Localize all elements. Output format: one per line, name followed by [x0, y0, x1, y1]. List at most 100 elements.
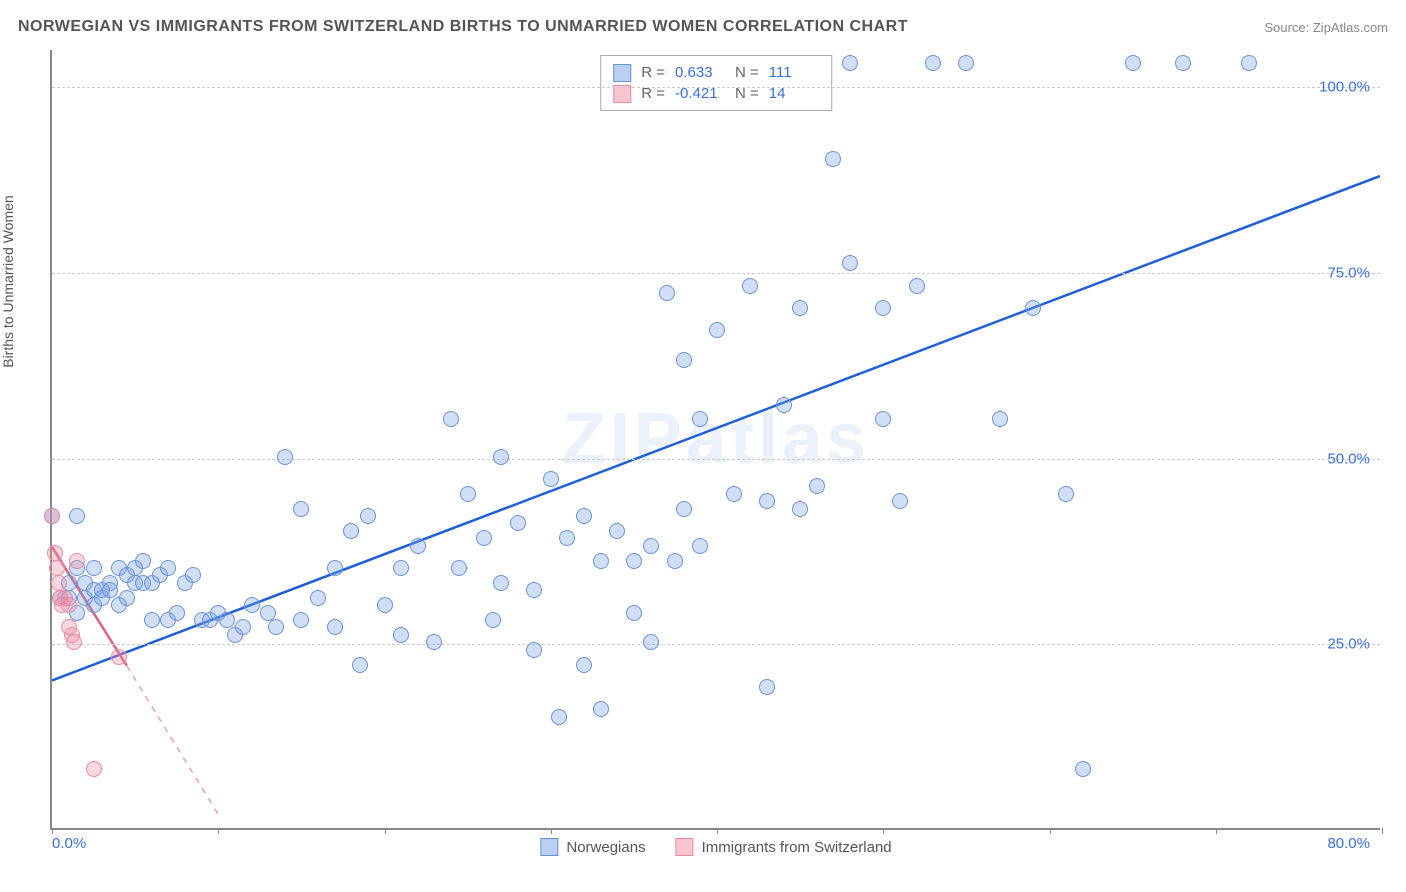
- point-norwegians: [759, 493, 775, 509]
- point-norwegians: [102, 575, 118, 591]
- gridline-h: [52, 644, 1380, 645]
- legend-label: Immigrants from Switzerland: [702, 839, 892, 856]
- point-norwegians: [792, 501, 808, 517]
- xtick-mark: [52, 828, 53, 834]
- point-norwegians: [576, 508, 592, 524]
- point-norwegians: [792, 300, 808, 316]
- point-norwegians: [909, 278, 925, 294]
- point-norwegians: [643, 538, 659, 554]
- point-norwegians: [244, 597, 260, 613]
- point-norwegians: [485, 612, 501, 628]
- point-norwegians: [185, 567, 201, 583]
- legend-item: Norwegians: [540, 838, 645, 856]
- point-norwegians: [759, 679, 775, 695]
- point-norwegians: [1125, 55, 1141, 71]
- point-norwegians: [460, 486, 476, 502]
- point-norwegians: [676, 352, 692, 368]
- point-norwegians: [742, 278, 758, 294]
- point-norwegians: [1058, 486, 1074, 502]
- point-swiss: [44, 508, 60, 524]
- point-norwegians: [160, 612, 176, 628]
- point-norwegians: [692, 411, 708, 427]
- point-norwegians: [875, 411, 891, 427]
- ytick-label: 75.0%: [1327, 264, 1370, 281]
- ytick-label: 50.0%: [1327, 450, 1370, 467]
- point-swiss: [49, 560, 65, 576]
- xtick-label: 0.0%: [52, 835, 86, 852]
- point-swiss: [66, 634, 82, 650]
- point-norwegians: [1075, 761, 1091, 777]
- point-norwegians: [69, 605, 85, 621]
- point-norwegians: [94, 582, 110, 598]
- point-swiss: [64, 627, 80, 643]
- point-norwegians: [135, 575, 151, 591]
- gridline-h: [52, 273, 1380, 274]
- point-norwegians: [61, 590, 77, 606]
- point-norwegians: [476, 530, 492, 546]
- point-norwegians: [992, 411, 1008, 427]
- point-swiss: [57, 590, 73, 606]
- point-norwegians: [86, 597, 102, 613]
- point-norwegians: [443, 411, 459, 427]
- xtick-mark: [883, 828, 884, 834]
- point-norwegians: [776, 397, 792, 413]
- point-norwegians: [692, 538, 708, 554]
- point-swiss: [52, 590, 68, 606]
- point-norwegians: [144, 612, 160, 628]
- legend-label: Norwegians: [566, 839, 645, 856]
- point-norwegians: [235, 619, 251, 635]
- point-norwegians: [44, 508, 60, 524]
- swatch-icon: [676, 838, 694, 856]
- point-norwegians: [842, 55, 858, 71]
- y-axis-label: Births to Unmarried Women: [0, 195, 16, 367]
- point-norwegians: [69, 508, 85, 524]
- scatter-plot: ZIPatlas R =0.633N =111R =-0.421N =14 No…: [50, 50, 1380, 830]
- point-norwegians: [377, 597, 393, 613]
- point-norwegians: [61, 575, 77, 591]
- point-norwegians: [293, 501, 309, 517]
- point-norwegians: [127, 560, 143, 576]
- point-norwegians: [277, 449, 293, 465]
- r-label: R =: [641, 62, 665, 83]
- point-norwegians: [94, 590, 110, 606]
- point-norwegians: [626, 605, 642, 621]
- point-norwegians: [551, 709, 567, 725]
- point-swiss: [111, 649, 127, 665]
- point-norwegians: [86, 560, 102, 576]
- point-norwegians: [426, 634, 442, 650]
- point-swiss: [47, 545, 63, 561]
- trend-lines: [52, 50, 1380, 829]
- n-value: 111: [769, 62, 819, 83]
- watermark: ZIPatlas: [562, 398, 870, 480]
- point-norwegians: [227, 627, 243, 643]
- point-norwegians: [152, 567, 168, 583]
- point-norwegians: [127, 575, 143, 591]
- point-norwegians: [52, 590, 68, 606]
- point-norwegians: [352, 657, 368, 673]
- point-norwegians: [626, 553, 642, 569]
- xtick-mark: [1050, 828, 1051, 834]
- point-swiss: [61, 597, 77, 613]
- point-norwegians: [676, 501, 692, 517]
- legend-item: Immigrants from Switzerland: [676, 838, 892, 856]
- point-norwegians: [119, 590, 135, 606]
- point-norwegians: [825, 151, 841, 167]
- gridline-h: [52, 87, 1380, 88]
- point-swiss: [86, 761, 102, 777]
- point-norwegians: [77, 590, 93, 606]
- ytick-label: 25.0%: [1327, 636, 1370, 653]
- r-value: 0.633: [675, 62, 725, 83]
- point-norwegians: [343, 523, 359, 539]
- point-norwegians: [842, 255, 858, 271]
- point-norwegians: [177, 575, 193, 591]
- point-norwegians: [1025, 300, 1041, 316]
- point-swiss: [51, 575, 67, 591]
- point-norwegians: [958, 55, 974, 71]
- point-norwegians: [526, 582, 542, 598]
- swatch-icon: [613, 64, 631, 82]
- point-norwegians: [202, 612, 218, 628]
- point-norwegians: [493, 449, 509, 465]
- xtick-mark: [551, 828, 552, 834]
- r-value: -0.421: [675, 83, 725, 104]
- point-norwegians: [659, 285, 675, 301]
